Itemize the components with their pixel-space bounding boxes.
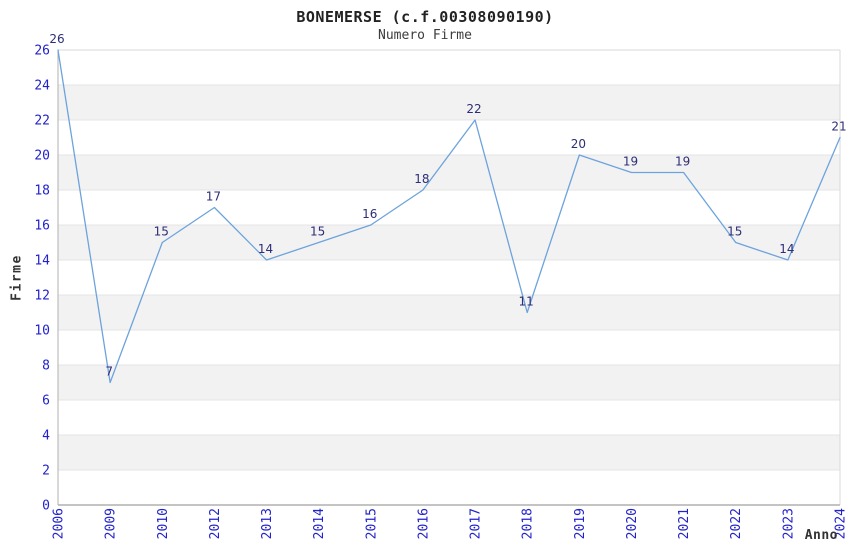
x-tick-label: 2013 <box>260 508 275 539</box>
data-point-label: 14 <box>258 242 273 256</box>
data-point-label: 21 <box>831 120 846 134</box>
data-point-label: 15 <box>310 225 325 239</box>
y-tick-label: 18 <box>34 184 50 199</box>
y-axis-title: Firme <box>9 254 25 301</box>
y-tick-label: 10 <box>34 324 50 339</box>
plot-band <box>58 295 840 330</box>
y-tick-label: 6 <box>42 394 50 409</box>
x-tick-label: 2016 <box>416 508 431 539</box>
y-tick-label: 2 <box>42 464 50 479</box>
x-tick-label: 2010 <box>156 508 171 539</box>
y-tick-label: 24 <box>34 79 50 94</box>
data-point-label: 17 <box>206 190 221 204</box>
data-point-label: 19 <box>623 155 638 169</box>
y-tick-label: 4 <box>42 429 50 444</box>
x-tick-label: 2009 <box>104 508 119 539</box>
data-point-label: 16 <box>362 207 377 221</box>
data-point-label: 11 <box>519 295 534 309</box>
y-tick-label: 14 <box>34 254 50 269</box>
x-tick-label: 2012 <box>208 508 223 539</box>
data-point-label: 15 <box>154 225 169 239</box>
x-tick-label: 2015 <box>364 508 379 539</box>
x-tick-label: 2020 <box>625 508 640 539</box>
x-tick-label: 2023 <box>781 508 796 539</box>
y-tick-label: 26 <box>34 44 50 59</box>
series-line <box>57 49 841 384</box>
data-point-label: 26 <box>49 32 64 46</box>
x-tick-label: 2017 <box>469 508 484 539</box>
y-tick-label: 16 <box>34 219 50 234</box>
plot-band <box>58 155 840 190</box>
x-axis-title: Anno <box>804 528 838 543</box>
data-point-label: 19 <box>675 155 690 169</box>
plot-band <box>58 365 840 400</box>
data-point-label: 18 <box>414 172 429 186</box>
y-tick-label: 0 <box>42 499 50 514</box>
plot-band <box>58 225 840 260</box>
chart-title: BONEMERSE (c.f.00308090190) <box>296 8 554 26</box>
x-tick-label: 2019 <box>573 508 588 539</box>
x-tick-label: 2006 <box>52 508 67 539</box>
data-point-label: 22 <box>466 102 481 116</box>
data-point-label: 14 <box>779 242 794 256</box>
y-tick-label: 12 <box>34 289 50 304</box>
data-point-label: 7 <box>105 365 113 379</box>
plot-band <box>58 435 840 470</box>
x-tick-label: 2021 <box>677 508 692 539</box>
x-tick-label: 2022 <box>729 508 744 539</box>
x-tick-label: 2024 <box>834 508 849 539</box>
data-point-label: 20 <box>571 137 586 151</box>
data-point-label: 15 <box>727 225 742 239</box>
y-tick-label: 20 <box>34 149 50 164</box>
y-tick-label: 22 <box>34 114 50 129</box>
x-tick-label: 2014 <box>312 508 327 539</box>
x-tick-label: 2018 <box>521 508 536 539</box>
plot-band <box>58 85 840 120</box>
chart-subtitle: Numero Firme <box>378 28 472 43</box>
y-tick-label: 8 <box>42 359 50 374</box>
